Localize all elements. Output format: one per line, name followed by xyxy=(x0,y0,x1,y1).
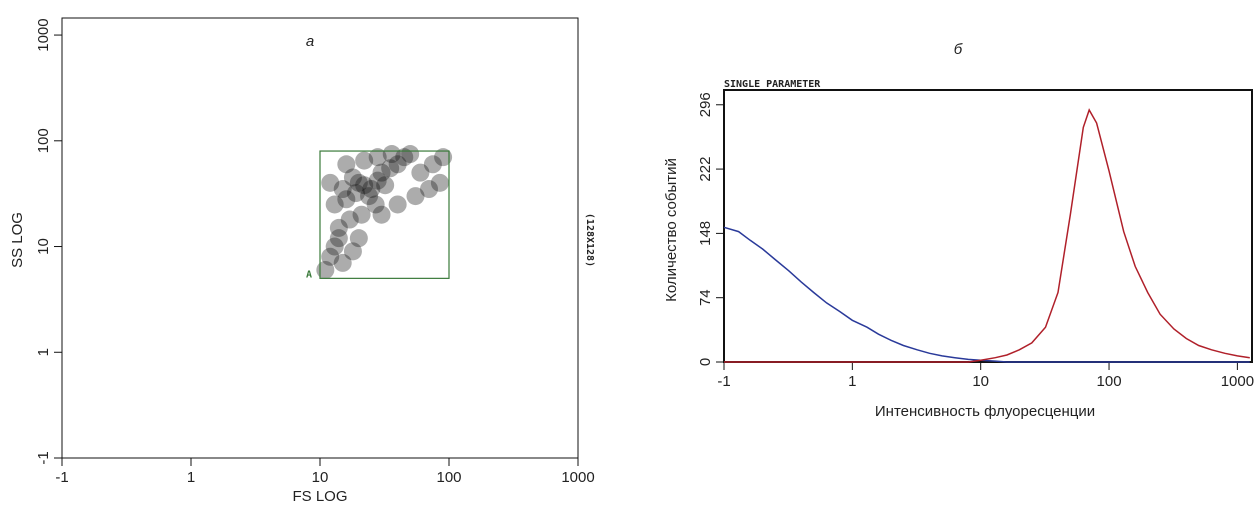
y-tick-label: 1 xyxy=(35,348,52,356)
density-point xyxy=(362,180,381,199)
series-line xyxy=(723,226,1250,363)
density-point xyxy=(430,173,449,192)
x-tick-label: -1 xyxy=(55,469,68,486)
density-point xyxy=(349,229,368,248)
density-point xyxy=(329,229,348,248)
y-tick-label: 222 xyxy=(697,157,714,182)
x-axis-title: Интенсивность флуоресценции xyxy=(875,403,1095,420)
density-point xyxy=(316,260,335,279)
plot-frame xyxy=(723,89,1253,363)
x-axis-title: FS LOG xyxy=(292,488,347,505)
density-point xyxy=(343,242,362,261)
panel-label: а xyxy=(306,33,314,50)
header: SINGLE PARAMETER xyxy=(724,79,821,90)
density-point xyxy=(333,253,352,272)
y-tick-label: 10 xyxy=(35,238,52,255)
density-point xyxy=(368,171,387,190)
density-point xyxy=(388,155,407,174)
x-tick-label: 1 xyxy=(848,373,856,390)
x-tick-label: 100 xyxy=(1097,373,1122,390)
density-point xyxy=(420,180,439,199)
gate-label: A xyxy=(306,269,312,280)
x-tick-label: 1000 xyxy=(561,469,594,486)
density-point xyxy=(325,195,344,214)
density-point xyxy=(340,210,359,229)
density-point xyxy=(434,148,453,167)
density-point xyxy=(337,155,356,174)
density-point xyxy=(388,195,407,214)
panel-label: б xyxy=(954,41,963,58)
x-tick-label: 1000 xyxy=(1221,373,1254,390)
density-point xyxy=(346,184,365,203)
annotation: (128X128) xyxy=(584,213,595,267)
x-tick-label: 100 xyxy=(436,469,461,486)
density-point xyxy=(372,163,391,182)
gate xyxy=(319,150,450,279)
density-point xyxy=(360,187,379,206)
y-tick-label: 74 xyxy=(697,289,714,306)
density-point xyxy=(368,148,387,167)
density-point xyxy=(355,151,374,170)
y-tick-label: -1 xyxy=(35,451,52,464)
y-tick-label: 1000 xyxy=(35,18,52,51)
x-tick-label: 1 xyxy=(187,469,195,486)
x-tick-label: 10 xyxy=(972,373,989,390)
density-point xyxy=(411,163,430,182)
density-point xyxy=(355,176,374,195)
y-tick-label: 296 xyxy=(697,92,714,117)
y-axis-title: SS LOG xyxy=(9,212,26,268)
density-point xyxy=(321,173,340,192)
density-point xyxy=(366,195,385,214)
density-point xyxy=(321,247,340,266)
density-point xyxy=(401,145,420,164)
density-point xyxy=(406,187,425,206)
density-point xyxy=(395,148,414,167)
y-tick-label: 100 xyxy=(35,128,52,153)
y-tick-label: 148 xyxy=(697,221,714,246)
density-point xyxy=(352,205,371,224)
y-axis-title: Количество событий xyxy=(663,158,680,302)
density-point xyxy=(329,218,348,237)
density-point xyxy=(372,205,391,224)
density-point xyxy=(381,159,400,178)
density-point xyxy=(343,168,362,187)
density-point xyxy=(333,180,352,199)
density-point xyxy=(325,237,344,256)
y-tick-label: 0 xyxy=(697,358,714,366)
density-point xyxy=(423,155,442,174)
x-tick-label: 10 xyxy=(312,469,329,486)
density-point xyxy=(337,190,356,209)
density-point xyxy=(376,176,395,195)
x-tick-label: -1 xyxy=(717,373,730,390)
density-point xyxy=(382,145,401,164)
density-point xyxy=(349,173,368,192)
series-line xyxy=(724,108,1250,363)
